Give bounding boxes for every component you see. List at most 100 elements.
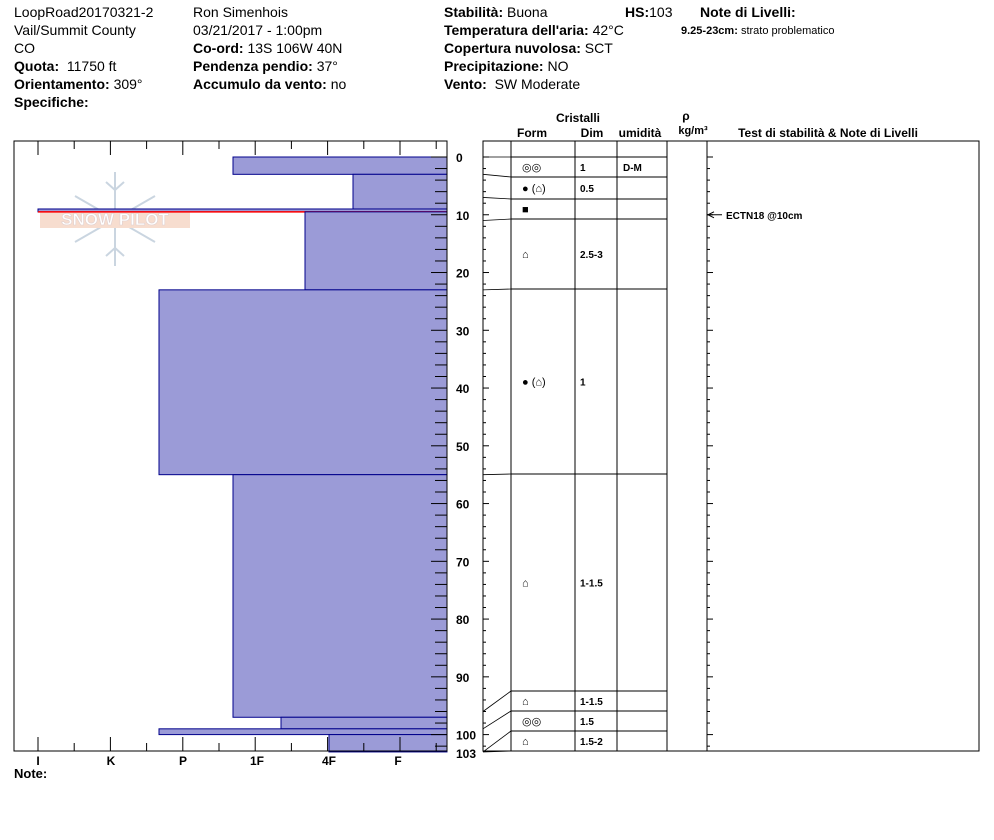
layer-notes: Note di Livelli: [700, 4, 796, 20]
layer-size: 1 [580, 163, 586, 174]
layer-form: ◎◎ [522, 162, 541, 174]
logo-text: SNOW PILOT [61, 210, 169, 229]
wind-label: Vento: [444, 76, 487, 92]
layer-connector [482, 690, 512, 712]
observer-name: Ron Simenhois [193, 4, 288, 20]
layer-rows: ◎◎ 1 D-M ● (⌂) 0.5 ■ ⌂ 2.5-3 ● (⌂) 1 ⌂ 1-1.5 ⌂ 1-1.5 ◎… [482, 156, 667, 753]
hardness-axis-label: 1F [250, 754, 264, 768]
layer-note-depth: 9.25-23cm: [681, 25, 738, 37]
layer-note-text: strato problematico [740, 25, 835, 37]
wind-loading-label: Accumulo da vento: [193, 76, 327, 92]
depth-label: 70 [456, 555, 470, 569]
layer-size: 1.5 [580, 717, 594, 728]
layer-connector [482, 473, 512, 476]
depth-label: 50 [456, 440, 470, 454]
layer-form: ⌂ [522, 249, 529, 261]
aspect-label: Orientamento: [14, 76, 110, 92]
rho-heading: ρ [682, 109, 689, 123]
stability-label: Stabilità: [444, 4, 504, 20]
location: Vail/Summit County [14, 22, 136, 38]
hardness-bar [158, 728, 448, 736]
stability-test-label: ECTN18 @10cm [726, 211, 803, 222]
stability-tests: ECTN18 @10cm [706, 211, 803, 222]
sky-row: Copertura nuvolosa: SCT [444, 39, 624, 57]
hardness-axis-label: 4F [322, 754, 336, 768]
observer-info: Ron Simenhois 03/21/2017 - 1:00pm Co-ord… [193, 3, 346, 93]
wind-loading-value: no [330, 76, 347, 92]
layer-connector [482, 173, 512, 178]
hardness-bar [158, 289, 448, 476]
layer-size: 2.5-3 [580, 250, 603, 261]
layer-form: ⌂ [522, 696, 529, 708]
specifics-label: Specifiche: [14, 94, 89, 110]
hardness-axis-label: K [107, 754, 116, 768]
hardness-bar [352, 173, 448, 210]
slope-label: Pendenza pendio: [193, 58, 313, 74]
depth-label: 103 [456, 747, 476, 761]
depth-axis: 0 10 20 30 40 50 60 70 80 90 100 103 [431, 151, 713, 761]
layer-note: 9.25-23cm: strato problematico [681, 22, 834, 40]
hardness-bar [304, 211, 448, 291]
stability-value: Buona [507, 4, 548, 20]
layer-notes-title: Note di Livelli [700, 4, 792, 20]
hardness-bars [37, 156, 448, 753]
layer-connector [482, 730, 512, 753]
wind-value: SW Moderate [494, 76, 581, 92]
slope-row: Pendenza pendio: 37° [193, 57, 346, 75]
hardness-axis-label: F [394, 754, 401, 768]
precip-row: Precipitazione: NO [444, 57, 624, 75]
stability-row: Stabilità: Buona [444, 3, 624, 21]
elevation-value: 11750 ft [66, 58, 117, 74]
pit-name: LoopRoad20170321-2 [14, 4, 154, 20]
hardness-bar [328, 734, 448, 753]
layer-connector [482, 218, 512, 221]
aspect-value: 309° [113, 76, 143, 92]
logo-banner [40, 210, 190, 228]
layer-size: 1 [580, 378, 586, 389]
depth-label: 100 [456, 729, 476, 743]
elevation-row: Quota: 11750 ft [14, 57, 153, 75]
depth-label: 20 [456, 267, 470, 281]
depth-label: 80 [456, 613, 470, 627]
layer-form: ◎◎ [522, 716, 541, 728]
hardness-ticks [37, 141, 437, 751]
layer-table-frame [482, 140, 980, 752]
layer-form: ⌂ [522, 578, 529, 590]
arrow-head-icon [706, 211, 715, 219]
aspect-row: Orientamento: 309° [14, 75, 153, 93]
coord-value: 13S 106W 40N [247, 40, 343, 56]
specifics-row: Specifiche: [14, 93, 153, 111]
notes-label: Note: [14, 766, 47, 781]
wind-loading-row: Accumulo da vento: no [193, 75, 346, 93]
layer-form: ● (⌂) [522, 377, 546, 389]
state: CO [14, 40, 35, 56]
depth-label: 30 [456, 324, 470, 338]
hardness-axis-labels: I K P 1F 4F F [36, 754, 401, 768]
site-info: LoopRoad20170321-2 Vail/Summit County CO… [14, 3, 153, 111]
moisture-heading: umidità [619, 126, 662, 140]
air-temp-value: 42°C [592, 22, 624, 38]
snowpilot-logo: SNOW PILOT [40, 172, 190, 266]
depth-label: 40 [456, 382, 470, 396]
depth-label: 10 [456, 209, 470, 223]
layer-size: 0.5 [580, 184, 594, 195]
tests-heading: Test di stabilità & Note di Livelli [738, 126, 918, 140]
form-heading: Form [517, 126, 547, 140]
layer-moisture: D-M [623, 163, 642, 174]
hardness-axis-label: I [36, 754, 39, 768]
depth-label: 60 [456, 498, 470, 512]
layer-form: ● (⌂) [522, 183, 546, 195]
hardness-bar [232, 156, 448, 175]
hs-row: HS:103 [625, 3, 672, 21]
elevation-label: Quota: [14, 58, 60, 74]
hs-value: 103 [649, 4, 673, 20]
size-heading: Dim [581, 126, 604, 140]
hardness-bar [280, 716, 448, 730]
density-unit-heading: kg/m³ [678, 125, 708, 137]
hs-label: HS: [625, 4, 650, 20]
hardness-bar [232, 474, 448, 718]
air-temp-label: Temperatura dell'aria: [444, 22, 589, 38]
layer-size: 1-1.5 [580, 579, 603, 590]
precip-value: NO [547, 58, 569, 74]
layer-connector [482, 197, 512, 200]
